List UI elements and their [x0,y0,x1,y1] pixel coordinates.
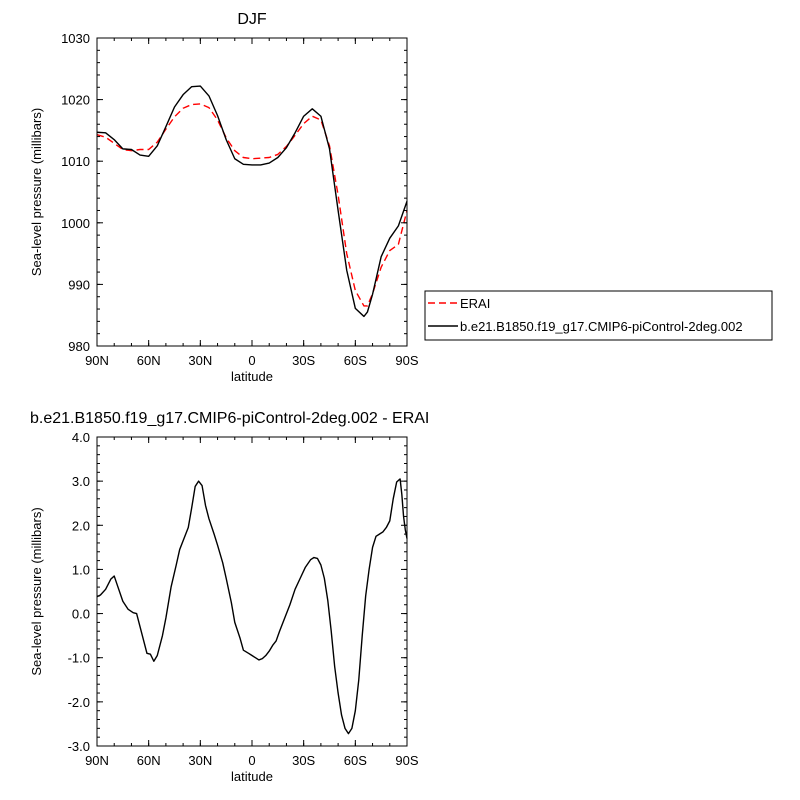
legend-label-0: ERAI [460,296,490,311]
y-tick-label: 0.0 [72,607,90,622]
legend-box [424,290,773,341]
x-tick-label: 60N [137,753,161,768]
y-tick-label: 980 [68,339,90,354]
x-tick-label: 0 [248,353,255,368]
x-tick-label: 60N [137,353,161,368]
chart-title: b.e21.B1850.f19_g17.CMIP6-piControl-2deg… [30,410,429,427]
x-tick-label: 60S [344,353,367,368]
y-tick-label: 1030 [61,31,90,46]
y-tick-label: 1010 [61,154,90,169]
y-tick-label: -3.0 [68,739,90,754]
y-axis-label: Sea-level pressure (millibars) [29,507,44,675]
y-tick-label: 2.0 [72,518,90,533]
chart-bottom-difference: b.e21.B1850.f19_g17.CMIP6-piControl-2deg… [29,410,429,784]
plot-frame [96,37,408,347]
x-tick-label: 0 [248,753,255,768]
y-axis-label: Sea-level pressure (millibars) [29,108,44,276]
x-tick-label: 30N [188,753,212,768]
plot-frame [96,436,408,747]
y-tick-label: 1000 [61,216,90,231]
x-tick-label: 60S [344,753,367,768]
series-line-0 [96,478,408,735]
y-tick-label: 4.0 [72,430,90,445]
x-tick-label: 90N [85,753,109,768]
x-tick-label: 90S [395,753,418,768]
chart-top-sea-level-pressure: DJF 90N 60N 30N 0 30S 60S 90S 980 990 1000 1010 1020… [29,11,773,384]
series-line-0 [96,103,408,307]
y-tick-label: 990 [68,277,90,292]
x-axis-label: latitude [231,769,273,784]
x-tick-label: 30N [188,353,212,368]
legend-label-1: b.e21.B1850.f19_g17.CMIP6-piControl-2deg… [460,319,743,334]
x-tick-label: 30S [292,353,315,368]
y-tick-label: -2.0 [68,695,90,710]
y-tick-label: 1020 [61,93,90,108]
chart-title: DJF [237,11,267,28]
series-line-1 [96,85,408,318]
y-tick-label: 3.0 [72,474,90,489]
y-tick-label: -1.0 [68,651,90,666]
x-tick-label: 90S [395,353,418,368]
legend: ERAI b.e21.B1850.f19_g17.CMIP6-piControl-… [424,290,773,341]
y-tick-label: 1.0 [72,562,90,577]
x-axis-label: latitude [231,369,273,384]
x-tick-label: 30S [292,753,315,768]
x-tick-label: 90N [85,353,109,368]
